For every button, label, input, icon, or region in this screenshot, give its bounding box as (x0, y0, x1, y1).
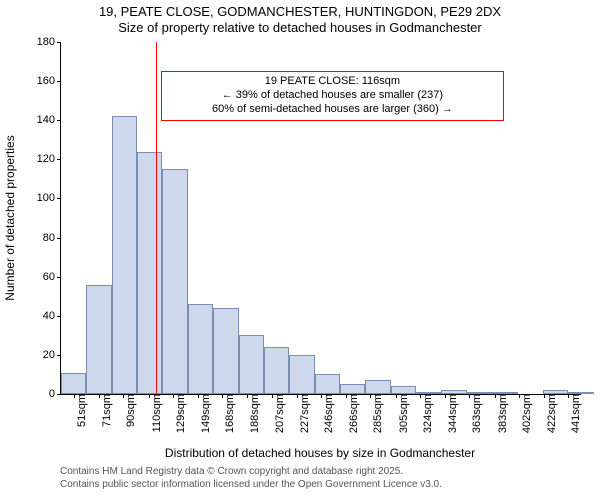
footer-attribution: Contains HM Land Registry data © Crown c… (60, 466, 442, 491)
histogram-bar (137, 152, 162, 394)
annotation-line: 19 PEATE CLOSE: 116sqm (168, 75, 496, 89)
x-tick-label: 149sqm (198, 394, 212, 433)
x-tick-label: 422sqm (544, 394, 558, 433)
chart-title: 19, PEATE CLOSE, GODMANCHESTER, HUNTINGD… (0, 0, 600, 35)
histogram-bar (162, 169, 187, 394)
annotation-line: ← 39% of detached houses are smaller (23… (168, 89, 496, 103)
x-tick-label: 90sqm (123, 394, 137, 427)
x-tick-label: 71sqm (99, 394, 113, 427)
x-tick-label: 305sqm (396, 394, 410, 433)
y-tick-mark (57, 120, 61, 121)
x-tick-label: 51sqm (74, 394, 88, 427)
x-tick-label: 402sqm (519, 394, 533, 433)
y-tick-mark (57, 81, 61, 82)
footer-line2: Contains public sector information licen… (60, 479, 442, 492)
histogram-bar (289, 355, 314, 394)
histogram-bar (61, 373, 86, 395)
title-line1: 19, PEATE CLOSE, GODMANCHESTER, HUNTINGD… (0, 4, 600, 20)
annotation-box: 19 PEATE CLOSE: 116sqm← 39% of detached … (161, 71, 503, 120)
y-tick-mark (57, 238, 61, 239)
title-line2: Size of property relative to detached ho… (0, 20, 600, 36)
y-tick-mark (57, 394, 61, 395)
y-tick-mark (57, 277, 61, 278)
x-axis-label: Distribution of detached houses by size … (165, 446, 475, 460)
footer-line1: Contains HM Land Registry data © Crown c… (60, 466, 442, 479)
x-tick-label: 110sqm (149, 394, 163, 432)
y-tick-mark (57, 42, 61, 43)
histogram-bar (112, 116, 137, 394)
y-tick-mark (57, 159, 61, 160)
annotation-line: 60% of semi-detached houses are larger (… (168, 103, 496, 117)
x-tick-label: 344sqm (445, 394, 459, 433)
x-tick-label: 363sqm (469, 394, 483, 433)
y-axis-label: Number of detached properties (3, 135, 17, 300)
y-tick-mark (57, 198, 61, 199)
x-tick-label: 207sqm (272, 394, 286, 433)
x-tick-label: 324sqm (420, 394, 434, 433)
histogram-bar (365, 380, 390, 394)
x-tick-label: 383sqm (495, 394, 509, 433)
plot-area: 02040608010012014016018051sqm71sqm90sqm1… (60, 42, 581, 395)
histogram-bar (315, 374, 340, 394)
histogram-bar (213, 308, 238, 394)
reference-vline (156, 42, 157, 394)
x-tick-label: 129sqm (173, 394, 187, 433)
x-tick-label: 227sqm (297, 394, 311, 433)
x-tick-label: 285sqm (370, 394, 384, 433)
x-tick-label: 441sqm (568, 394, 582, 433)
histogram-bar (239, 335, 264, 394)
x-tick-label: 246sqm (321, 394, 335, 433)
x-tick-label: 168sqm (222, 394, 236, 433)
histogram-bar (264, 347, 289, 394)
y-tick-mark (57, 316, 61, 317)
histogram-bar (86, 285, 111, 395)
histogram-bar (188, 304, 213, 394)
x-tick-label: 188sqm (247, 394, 261, 433)
histogram-bar (391, 386, 416, 394)
y-tick-mark (57, 355, 61, 356)
histogram-bar (340, 384, 365, 394)
x-tick-label: 266sqm (346, 394, 360, 433)
